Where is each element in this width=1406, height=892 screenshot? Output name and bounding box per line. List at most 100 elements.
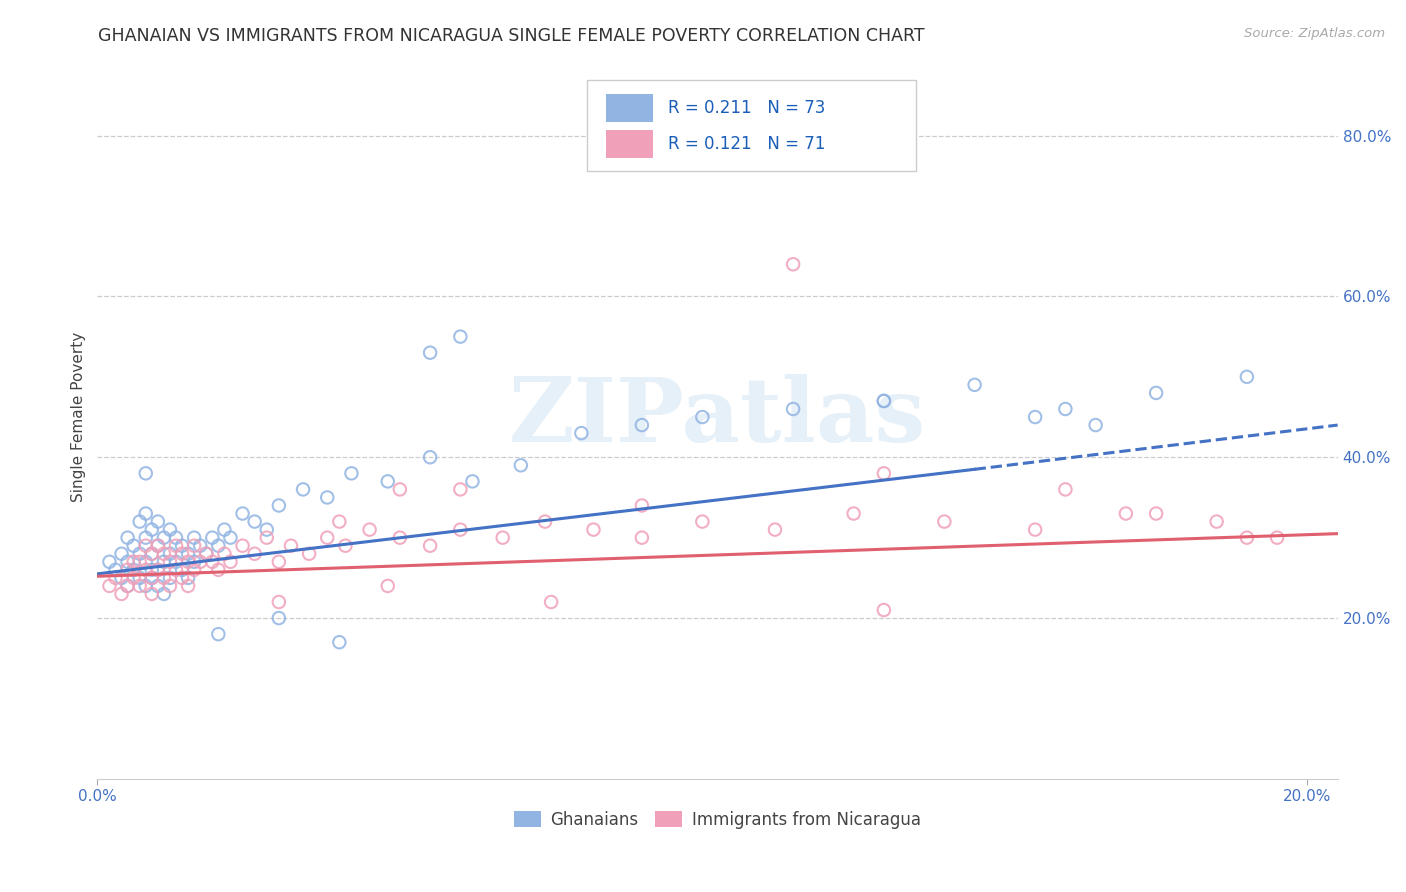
Point (782, 402, 804, 417)
Point (135, 539, 157, 553)
Point (763, 523, 786, 537)
Point (340, 467, 363, 481)
Text: GHANAIAN VS IMMIGRANTS FROM NICARAGUA SINGLE FEMALE POVERTY CORRELATION CHART: GHANAIAN VS IMMIGRANTS FROM NICARAGUA SI… (98, 27, 925, 45)
Point (183, 531, 205, 545)
Point (153, 571, 176, 585)
Point (122, 571, 145, 585)
Point (159, 547, 181, 561)
Point (692, 515, 714, 529)
Point (135, 507, 157, 521)
Point (534, 515, 557, 529)
Point (135, 579, 157, 593)
Point (1054, 483, 1077, 497)
Point (146, 515, 169, 529)
Point (280, 539, 302, 553)
Point (377, 475, 399, 489)
Point (117, 555, 139, 569)
Point (207, 539, 229, 553)
Point (377, 579, 399, 593)
Point (122, 539, 145, 553)
Point (177, 547, 200, 561)
Point (569, 426, 592, 441)
Point (159, 571, 181, 585)
Point (1024, 523, 1046, 537)
Point (153, 555, 176, 569)
Point (582, 523, 605, 537)
Point (201, 555, 224, 569)
Text: ZIPatlas: ZIPatlas (509, 374, 927, 460)
Point (141, 571, 163, 585)
Point (159, 523, 181, 537)
Point (122, 555, 145, 569)
Point (135, 563, 157, 577)
Text: R = 0.121   N = 71: R = 0.121 N = 71 (668, 136, 825, 153)
Point (492, 531, 515, 545)
Point (631, 499, 654, 513)
Point (1024, 410, 1046, 425)
Point (135, 555, 157, 569)
Point (141, 523, 163, 537)
Point (146, 563, 169, 577)
Point (153, 587, 176, 601)
Point (110, 571, 132, 585)
Point (195, 547, 218, 561)
FancyBboxPatch shape (588, 80, 915, 171)
Point (873, 393, 896, 408)
Point (128, 571, 150, 585)
Point (1144, 507, 1167, 521)
Point (170, 563, 193, 577)
Point (188, 539, 211, 553)
Point (267, 595, 290, 609)
Point (335, 539, 357, 553)
Point (165, 555, 187, 569)
Point (298, 547, 321, 561)
Point (141, 547, 163, 561)
Point (146, 539, 169, 553)
Point (159, 555, 181, 569)
Text: R = 0.211   N = 73: R = 0.211 N = 73 (668, 99, 825, 117)
Point (146, 563, 169, 577)
Point (214, 523, 236, 537)
Point (98, 555, 121, 569)
Point (1084, 418, 1107, 433)
Point (873, 393, 896, 408)
Point (128, 555, 150, 569)
Point (419, 345, 441, 359)
Point (177, 579, 200, 593)
Point (219, 555, 242, 569)
Point (692, 410, 714, 425)
Point (842, 507, 865, 521)
Point (243, 515, 266, 529)
Point (110, 547, 132, 561)
Point (461, 475, 484, 489)
Point (267, 611, 290, 625)
Bar (606, 130, 652, 158)
Point (1054, 402, 1077, 417)
Point (232, 507, 254, 521)
Point (207, 563, 229, 577)
Point (141, 571, 163, 585)
Point (873, 603, 896, 617)
Point (98, 579, 121, 593)
Point (1265, 531, 1288, 545)
Point (1115, 507, 1137, 521)
Point (540, 595, 562, 609)
Point (449, 329, 471, 343)
Point (141, 587, 163, 601)
Point (141, 563, 163, 577)
Point (267, 499, 290, 513)
Point (201, 531, 224, 545)
Point (256, 531, 278, 545)
Point (146, 579, 169, 593)
Point (207, 627, 229, 641)
Point (153, 547, 176, 561)
Point (195, 547, 218, 561)
Point (110, 587, 132, 601)
Bar (606, 95, 652, 121)
Legend: Ghanaians, Immigrants from Nicaragua: Ghanaians, Immigrants from Nicaragua (508, 805, 928, 836)
Point (165, 563, 187, 577)
Point (117, 579, 139, 593)
Point (1236, 531, 1258, 545)
Point (419, 450, 441, 465)
Point (782, 257, 804, 271)
